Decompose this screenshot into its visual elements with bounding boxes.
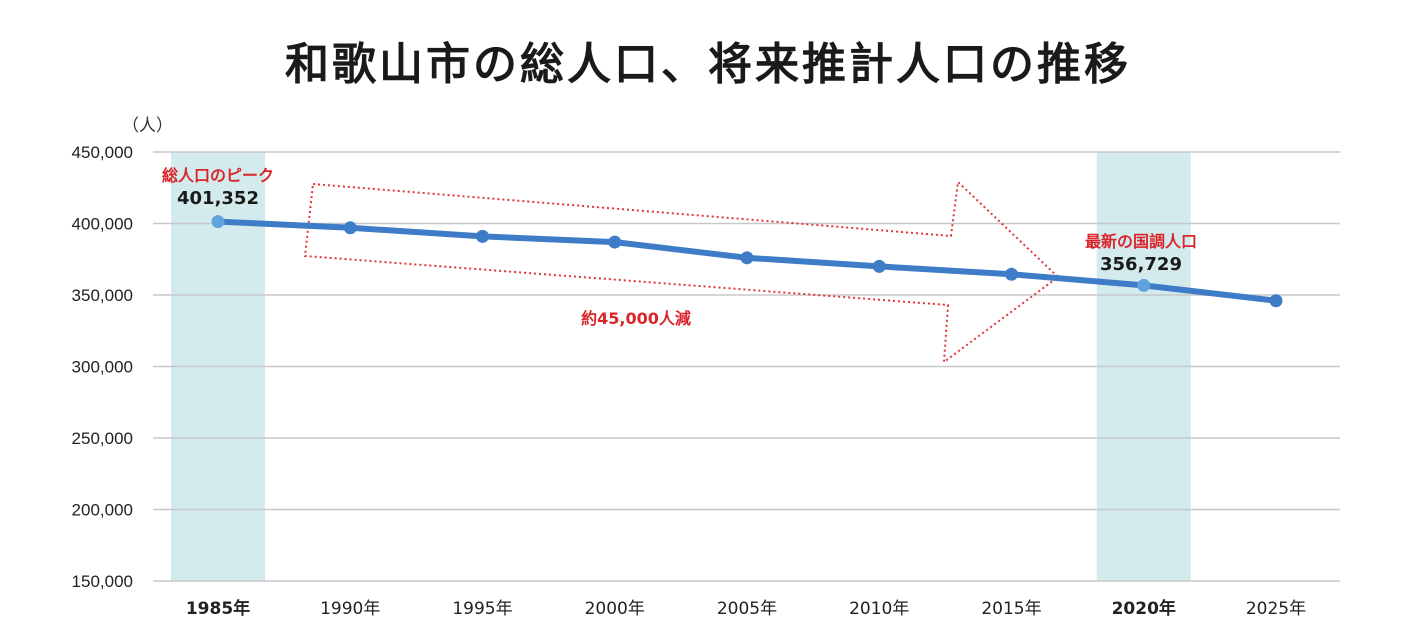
- peak-label: 総人口のピーク: [162, 166, 274, 185]
- y-tick-label: 150,000: [72, 572, 133, 591]
- data-point-2020年: [1137, 278, 1151, 292]
- data-point-1995年: [476, 229, 489, 243]
- data-point-2010年: [872, 259, 886, 273]
- x-tick-label: 1995年: [452, 599, 512, 619]
- data-point-2000年: [608, 235, 622, 249]
- x-tick-label: 2020年: [1112, 598, 1176, 619]
- x-tick-label: 1990年: [320, 599, 380, 619]
- data-point-1985年: [211, 215, 225, 229]
- y-tick-label: 200,000: [72, 501, 133, 520]
- x-axis-ticks: 1985年 1990年 1995年 2000年 2005年 2010年 2015年 2020年…: [186, 598, 1306, 619]
- y-tick-label: 450,000: [72, 143, 133, 162]
- data-points: [211, 215, 1283, 308]
- chart-title: 和歌山市の総人口、将来推計人口の推移: [285, 39, 1131, 90]
- x-tick-label: 2005年: [717, 599, 777, 619]
- y-tick-label: 250,000: [72, 429, 133, 448]
- latest-value: 356,729: [1100, 254, 1182, 275]
- x-tick-label: 2025年: [1246, 599, 1306, 619]
- x-tick-label: 2010年: [849, 599, 909, 619]
- y-axis-unit: （人）: [122, 116, 173, 136]
- decline-label: 約45,000人減: [581, 309, 691, 328]
- data-point-2025年: [1269, 294, 1283, 308]
- data-point-1990年: [343, 221, 357, 235]
- x-tick-label: 2000年: [585, 599, 645, 619]
- data-point-2015年: [1005, 267, 1018, 281]
- data-point-2005年: [740, 251, 754, 265]
- latest-label: 最新の国調人口: [1085, 232, 1197, 251]
- y-axis-ticks: 450,000 400,000 350,000 300,000 250,000 200,0…: [72, 143, 133, 591]
- peak-value: 401,352: [177, 188, 259, 209]
- x-tick-label: 1985年: [186, 598, 250, 619]
- y-tick-label: 350,000: [72, 286, 133, 305]
- y-tick-label: 300,000: [72, 358, 133, 377]
- y-tick-label: 400,000: [72, 215, 133, 234]
- annotations: 総人口のピーク 401,352 最新の国調人口 356,729 約45,000人…: [162, 166, 1197, 328]
- x-tick-label: 2015年: [981, 599, 1041, 619]
